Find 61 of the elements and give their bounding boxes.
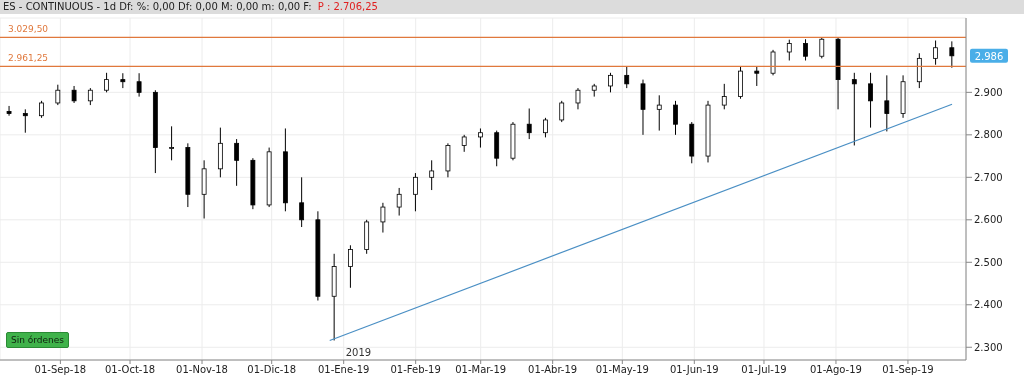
candlestick <box>22 108 28 134</box>
candlestick <box>429 159 435 191</box>
candlestick <box>396 187 402 217</box>
x-tick-label: 01-Ago-19 <box>809 364 862 376</box>
candlestick <box>884 74 890 132</box>
candlestick <box>721 83 727 110</box>
candlestick <box>851 72 857 146</box>
text: P : 2.706,25 <box>317 1 378 12</box>
y-tick-label: 2.500 <box>974 256 1003 268</box>
x-tick-label: 01-Abr-19 <box>528 364 578 376</box>
annotation: Sin órdenes <box>6 332 70 348</box>
candlestick <box>656 94 662 132</box>
y-tick-label: 2.400 <box>974 299 1003 311</box>
candlestick <box>559 100 565 123</box>
candlestick <box>299 176 305 228</box>
x-tick-label: 01-Nov-18 <box>176 364 228 376</box>
candlestick <box>478 127 483 149</box>
y-tick-label: 2.300 <box>974 341 1003 353</box>
chart-title: ES - CONTINUOUS - 1d Df: %: 0,00 Df: 0,00 M: 0,00 m: 0,00 F: <box>3 1 312 12</box>
candlestick <box>949 40 955 69</box>
candlestick <box>754 65 760 87</box>
ref-line-label: 3.029,50 <box>8 24 49 35</box>
x-tick-label: 01-Dic-18 <box>247 364 297 376</box>
candlestick <box>526 107 532 140</box>
candlestick <box>868 72 873 129</box>
x-tick-label: 01-Mar-19 <box>455 364 507 376</box>
candlestick <box>348 244 353 289</box>
x-tick-label: 01-May-19 <box>595 364 649 376</box>
candlestick <box>673 100 678 136</box>
candlestick <box>770 49 776 76</box>
candlestick <box>575 87 581 110</box>
ref-line-label: 2.961,25 <box>8 53 49 64</box>
candlestick <box>803 38 808 61</box>
y-tick-label: 2.600 <box>974 214 1003 226</box>
candlestick <box>543 117 548 138</box>
x-tick-label: 01-Ene-19 <box>317 364 370 376</box>
x-tick-label: 01-Jun-19 <box>669 364 719 376</box>
x-tick-label: 01-Oct-18 <box>104 364 156 376</box>
y-tick-label: 2.900 <box>974 86 1003 98</box>
annotation: 2019 <box>345 347 372 358</box>
candlestick <box>380 202 386 234</box>
x-tick-label: 01-Feb-19 <box>390 364 441 376</box>
candlestick <box>6 105 12 117</box>
candlestick <box>786 39 792 61</box>
candlestick <box>169 125 174 161</box>
y-tick-label: 2.800 <box>974 129 1003 141</box>
candlestick <box>819 36 825 59</box>
candlestick <box>55 84 61 106</box>
candlestick <box>136 72 142 98</box>
candlestick <box>104 72 109 93</box>
y-tick-label: 2.700 <box>974 171 1003 183</box>
candlestick <box>624 65 630 89</box>
x-tick-label: 01-Sep-19 <box>882 364 934 376</box>
candlestick <box>916 52 922 89</box>
candlestick <box>608 72 613 93</box>
candlestick <box>234 138 240 187</box>
x-tick-label: 01-Jul-19 <box>741 364 787 376</box>
candlestick <box>933 40 938 66</box>
x-tick-label: 01-Sep-18 <box>34 364 87 376</box>
text: 2.986 <box>974 50 1004 62</box>
candlestick <box>413 172 418 212</box>
